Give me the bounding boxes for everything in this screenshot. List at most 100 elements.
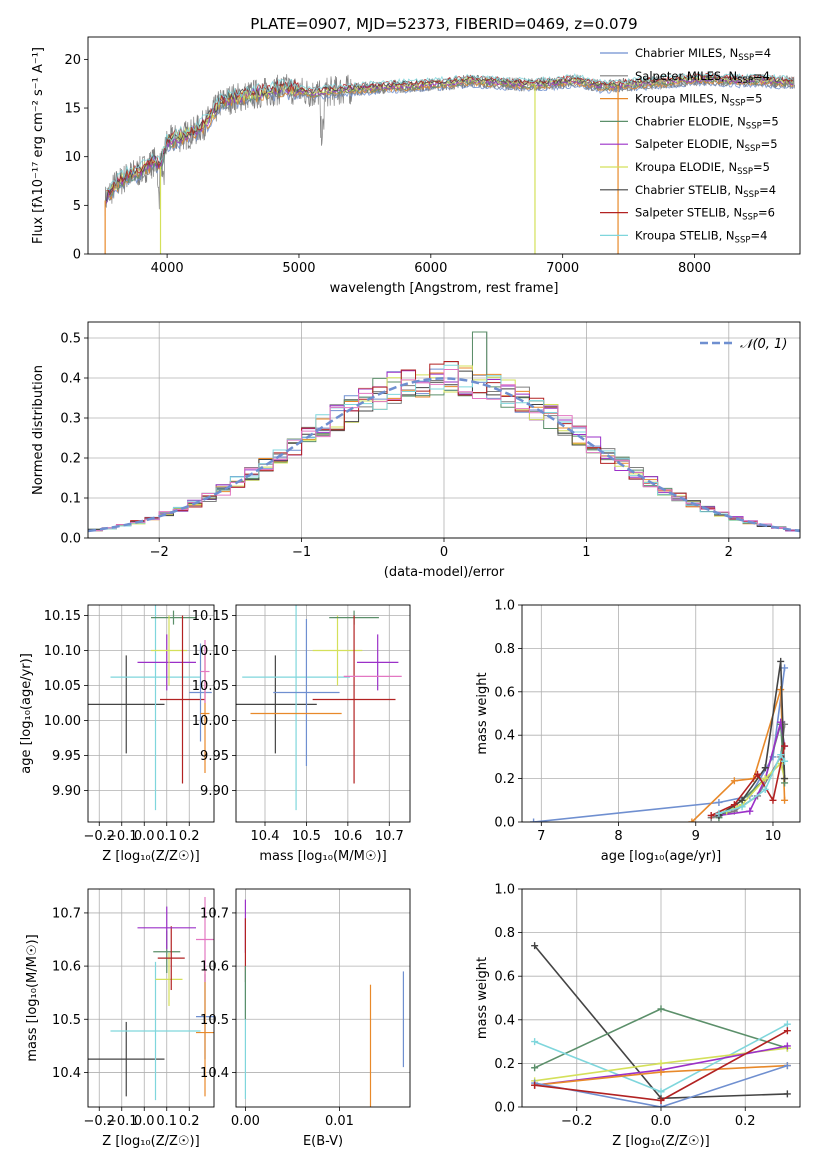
legend-label-text: Kroupa MILES, N (635, 92, 730, 106)
x-tick-label: 1 (582, 545, 590, 560)
series-marker (730, 801, 738, 809)
errorbar-point-9 (200, 640, 210, 703)
x-tick-label: 0.2 (179, 1114, 200, 1129)
panel-3: −0.2−0.10.0 0.1 0.2 9.90 9.95 10.00 10.05 10.10… (19, 604, 215, 864)
y-tick-label: 0.1 (60, 492, 81, 507)
y-tick-label: 10.05 (44, 679, 81, 694)
legend-label: Chabrier ELODIE, NSSP=5 (635, 114, 779, 131)
x-tick-label: 0.1 (156, 829, 177, 844)
x-tick-label: 0.2 (735, 1114, 756, 1129)
panel-6: −0.2−0.10.0 0.1 0.2 10.4 10.5 10.6 10.7 Z [log₁… (25, 888, 215, 1149)
model-line-9 (106, 72, 794, 191)
series-marker (707, 811, 715, 819)
y-tick-label: 10.15 (44, 609, 81, 624)
series-marker (781, 757, 789, 765)
y-tick-label: 0.0 (60, 532, 81, 547)
y-tick-label: 10.10 (44, 644, 81, 659)
legend-label: Salpeter STELIB, NSSP=6 (635, 206, 775, 223)
y-tick-label: 9.95 (52, 749, 81, 764)
x-tick-label: 7000 (546, 261, 579, 276)
y-tick-label: 15 (64, 102, 81, 117)
legend-label: Salpeter ELODIE, NSSP=5 (635, 137, 778, 154)
legend-label: Chabrier STELIB, NSSP=4 (635, 183, 776, 200)
legend-label: Kroupa ELODIE, NSSP=5 (635, 160, 770, 177)
errorbar-point-8 (356, 634, 399, 691)
y-axis-label: mass weight (475, 957, 490, 1039)
y-tick-label: 10.7 (52, 906, 81, 921)
legend-label-sub: SSP (737, 76, 753, 86)
legend-label: Salpeter MILES, NSSP=4 (635, 69, 770, 86)
series-marker (777, 751, 785, 759)
x-axis-label: (data-model)/error (384, 565, 505, 580)
y-tick-label: 0.4 (494, 1013, 515, 1028)
series-marker (688, 818, 696, 822)
legend-label-sub: SSP (746, 121, 762, 131)
y-tick-label: 10.6 (200, 960, 229, 975)
x-tick-label: −2 (150, 545, 169, 560)
axes-frame (87, 604, 215, 823)
series-marker (783, 1027, 791, 1035)
errorbar-point-8 (196, 968, 214, 1097)
x-tick-label: 0 (440, 545, 448, 560)
x-tick-label: 9 (692, 829, 700, 844)
plot-area (531, 942, 791, 1107)
series-marker (783, 1090, 791, 1098)
x-tick-label: −0.1 (106, 829, 138, 844)
legend-label: Chabrier MILES, NSSP=4 (635, 46, 771, 63)
y-tick-label: 0.2 (494, 1057, 515, 1072)
series-marker (781, 775, 789, 783)
errorbar-point-7 (312, 615, 396, 784)
errorbar-point-3 (137, 634, 196, 691)
errorbar-point-3 (155, 952, 183, 1006)
y-axis-label: mass weight (475, 672, 490, 754)
x-tick-label: 10 (765, 829, 782, 844)
y-tick-label: 0.5 (60, 332, 81, 347)
axes-frame (521, 604, 801, 823)
y-tick-label: 10.4 (52, 1066, 81, 1081)
y-tick-label: 0.6 (494, 970, 515, 985)
series-line-9 (718, 752, 786, 815)
y-tick-label: 10.15 (192, 609, 229, 624)
legend-label-text: Chabrier ELODIE, N (635, 114, 746, 128)
legend-label-text: Salpeter ELODIE, N (635, 137, 745, 151)
y-tick-label: 10.10 (192, 644, 229, 659)
model-line-3 (106, 79, 794, 200)
legend-label-suffix: =4 (759, 183, 776, 197)
legend-label-sub: SSP (745, 144, 761, 154)
model-line-5 (106, 76, 794, 204)
y-tick-label: 1.0 (494, 883, 515, 898)
y-axis-label: age [log₁₀(age/yr)] (19, 653, 34, 774)
x-tick-label: 0.0 (134, 1114, 155, 1129)
x-tick-label: −0.1 (106, 1114, 138, 1129)
series-marker (761, 764, 769, 772)
x-axis-label: Z [log₁₀(Z/Z☉)] (102, 1134, 199, 1149)
series-marker (730, 777, 738, 785)
model-line-4 (106, 76, 794, 204)
axes-frame (235, 888, 411, 1108)
x-tick-label: 10.7 (375, 829, 404, 844)
panel-2: −2 −1 0 1 2 0.0 0.1 0.2 0.3 0.4 0.5 (data-model)/er… (31, 321, 801, 580)
errorbar-point-7 (189, 643, 212, 742)
errorbar-point-9 (196, 896, 214, 983)
x-tick-label: 4000 (151, 261, 184, 276)
x-tick-label: 0.2 (179, 829, 200, 844)
y-tick-label: 10 (64, 150, 81, 165)
plot-area (104, 72, 795, 254)
legend-label-text: Chabrier MILES, N (635, 46, 738, 60)
x-axis-label: Z [log₁₀(Z/Z☉)] (102, 849, 199, 864)
legend-label-sub: SSP (738, 53, 754, 63)
y-tick-label: 5 (73, 199, 81, 214)
x-tick-label: 5000 (282, 261, 315, 276)
plot-area (244, 899, 405, 1107)
y-tick-label: 20 (64, 53, 81, 68)
errorbar-point-2 (242, 605, 350, 811)
series-marker (777, 686, 785, 694)
legend-label-suffix: =4 (750, 228, 767, 242)
x-tick-label: 8 (614, 829, 622, 844)
y-axis-label: Flux [fλ10⁻¹⁷ erg cm⁻² s⁻¹ A⁻¹] (31, 47, 46, 244)
x-tick-label: −0.2 (83, 829, 115, 844)
series-marker (715, 809, 723, 817)
series-marker (657, 1096, 665, 1104)
legend-label-suffix: =4 (754, 46, 771, 60)
legend-label-text: Salpeter STELIB, N (635, 206, 742, 220)
